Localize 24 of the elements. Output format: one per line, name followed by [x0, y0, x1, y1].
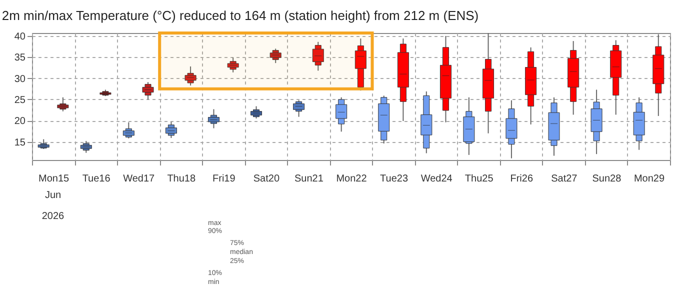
x-tick-label: Fri19 [212, 174, 236, 184]
x-tick-label: Mon15 [38, 174, 70, 184]
y-tick-label: 15 [14, 137, 26, 148]
x-tick-label: Wed24 [420, 174, 453, 184]
x-tick-label: Tue23 [380, 174, 408, 184]
x-tick-label: Thu25 [464, 174, 494, 184]
y-tick-label: 30 [14, 74, 26, 85]
y-tick-label: 25 [14, 94, 26, 106]
text: 2026 [42, 211, 65, 222]
x-tick-label: Sat27 [551, 174, 578, 184]
y-tick-label: 35 [14, 52, 26, 64]
x-tick-label: Sat20 [253, 174, 280, 184]
x-tick-label: Thu18 [167, 174, 196, 184]
y-tick-label: 20 [14, 116, 26, 128]
x-tick-label: Mon22 [336, 174, 368, 184]
x-tick-label: Tue16 [82, 174, 111, 184]
chart-title: 2m min/max Temperature (°C) reduced to 164 m (station height) from 212 m (ENS) [2, 8, 479, 23]
x-tick-label: Mon29 [634, 174, 665, 184]
x-tick-label: Fri26 [510, 174, 534, 184]
x-tick-label: Sun21 [294, 174, 324, 184]
y-tick-label: 40 [14, 31, 26, 42]
text: Jun [44, 190, 62, 201]
x-tick-label: Wed17 [123, 174, 156, 184]
x-tick-label: Sun28 [592, 174, 622, 184]
